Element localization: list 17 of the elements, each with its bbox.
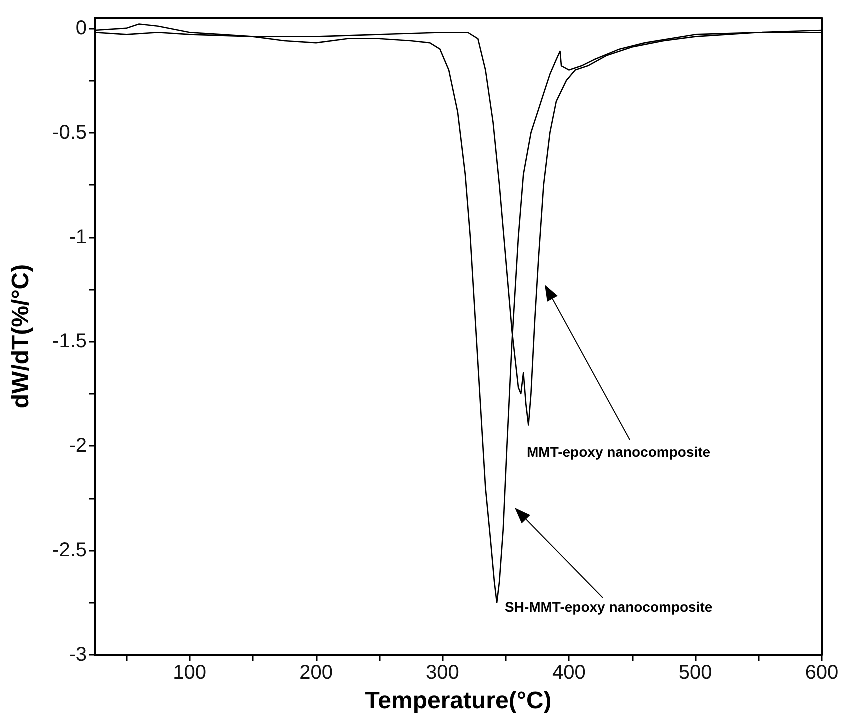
y-axis-title: dW/dT(%/°C)	[8, 264, 34, 409]
x-tick-label: 100	[173, 662, 207, 684]
x-tick-label: 600	[805, 662, 839, 684]
x-tick-label: 400	[552, 662, 586, 684]
x-tick-label: 300	[426, 662, 460, 684]
annotation: SH-MMT-epoxy nanocomposite	[505, 599, 713, 615]
annotation: MMT-epoxy nanocomposite	[527, 444, 711, 460]
x-tick-label: 200	[300, 662, 333, 684]
y-tick-label: -2.5	[52, 540, 87, 562]
y-tick-label: -2	[69, 435, 87, 458]
x-tick-label: 500	[678, 662, 712, 684]
y-tick-label: 0	[76, 17, 87, 40]
x-axis-title: Temperature(°C)	[365, 688, 552, 714]
y-tick-label: -1	[69, 226, 87, 248]
y-tick-label: -1.5	[52, 330, 87, 353]
y-tick-label: -3	[69, 644, 87, 666]
y-tick-label: -0.5	[52, 122, 87, 144]
